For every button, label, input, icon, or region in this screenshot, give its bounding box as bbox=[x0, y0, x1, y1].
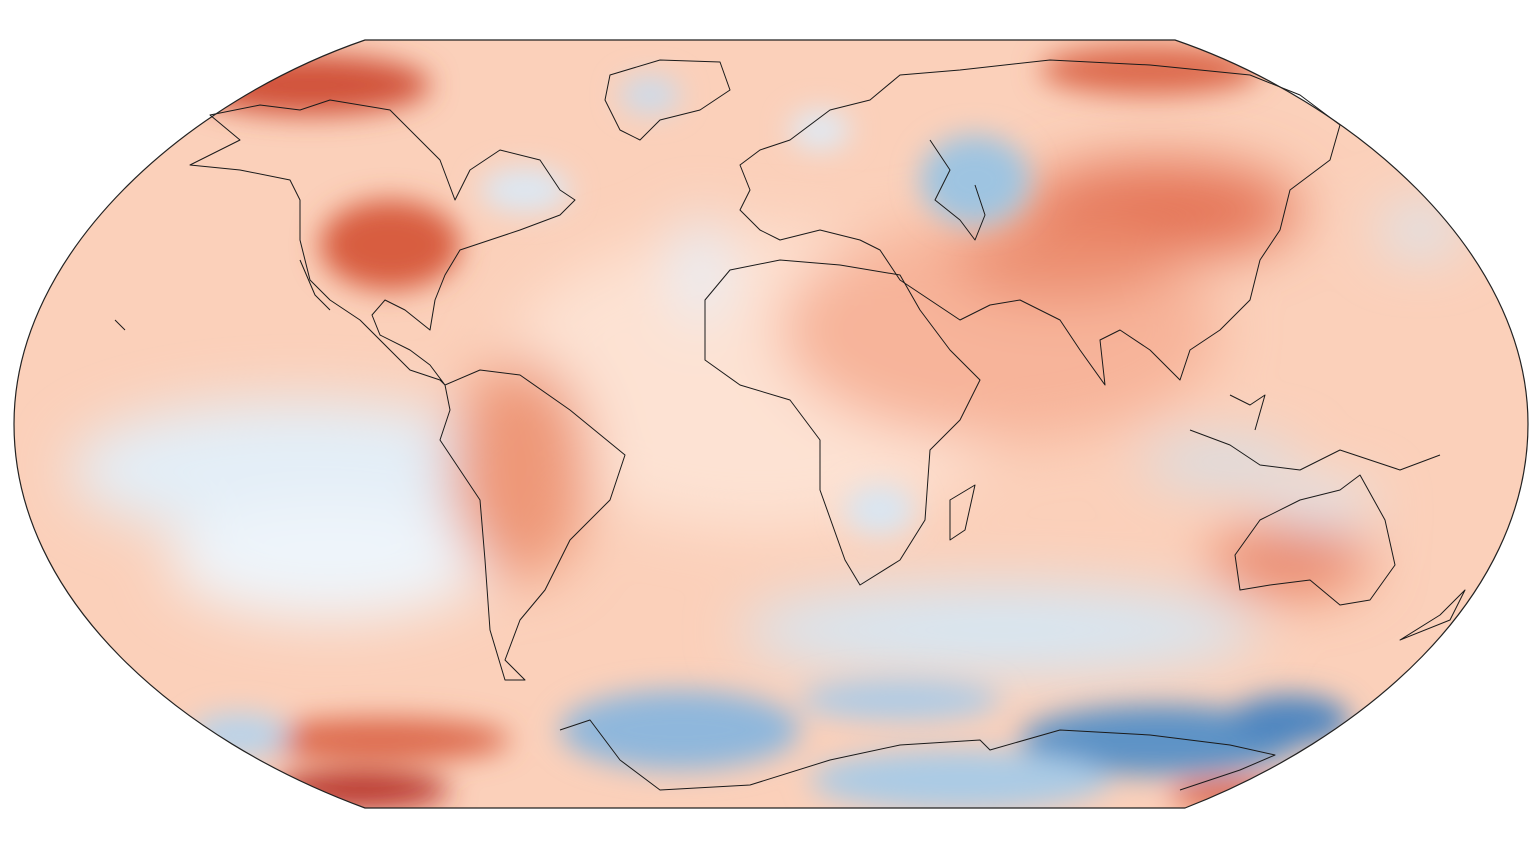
map-frame bbox=[13, 39, 1529, 809]
coastlines bbox=[114, 59, 1466, 791]
